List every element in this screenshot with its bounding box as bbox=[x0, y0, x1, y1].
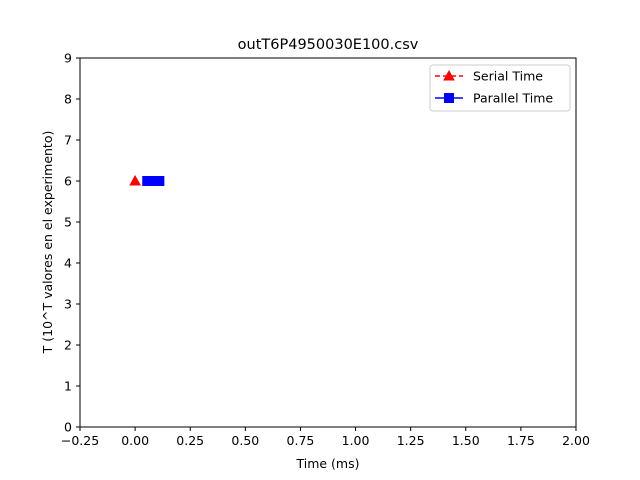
y-tick-label: 5 bbox=[64, 215, 72, 230]
legend-label: Serial Time bbox=[473, 69, 543, 84]
legend-marker bbox=[443, 69, 455, 81]
x-tick-label: 2.00 bbox=[562, 433, 590, 448]
y-tick-label: 8 bbox=[64, 92, 72, 107]
x-tick-label: 0.50 bbox=[231, 433, 259, 448]
x-tick-label: 1.50 bbox=[452, 433, 480, 448]
y-tick-label: 9 bbox=[64, 51, 72, 66]
plot-area bbox=[79, 57, 577, 428]
y-tick-label: 0 bbox=[64, 420, 72, 435]
y-tick-label: 6 bbox=[64, 174, 72, 189]
data-point bbox=[129, 174, 141, 186]
y-tick-label: 1 bbox=[64, 379, 72, 394]
legend-item: Parallel Time bbox=[435, 91, 553, 106]
legend: Serial Time Parallel Time bbox=[429, 64, 571, 112]
x-tick-label: 1.75 bbox=[507, 433, 535, 448]
legend-box bbox=[429, 64, 571, 112]
chart-title: outT6P4950030E100.csv bbox=[238, 37, 419, 53]
y-tick-label: 4 bbox=[64, 256, 72, 271]
x-tick-label: 1.25 bbox=[397, 433, 425, 448]
legend-marker bbox=[444, 93, 454, 103]
x-tick-label: 1.00 bbox=[342, 433, 370, 448]
y-tick-label: 2 bbox=[64, 338, 72, 353]
y-axis-label: T (10^T valores en el experimento) bbox=[40, 131, 55, 355]
x-tick-label: −0.25 bbox=[61, 433, 99, 448]
x-axis: −0.25 0.00 0.25 0.50 0.75 1.00 1.25 1.50 1.75 2.0… bbox=[61, 427, 590, 448]
y-tick-label: 3 bbox=[64, 297, 72, 312]
x-tick-label: 0.25 bbox=[176, 433, 204, 448]
series-layer bbox=[129, 174, 165, 186]
legend-item: Serial Time bbox=[435, 69, 543, 84]
series-1 bbox=[142, 176, 165, 186]
y-axis: 0 1 2 3 4 5 6 7 8 9 bbox=[64, 51, 80, 435]
x-axis-label: Time (ms) bbox=[295, 456, 359, 471]
y-tick-label: 7 bbox=[64, 133, 72, 148]
data-point bbox=[154, 176, 165, 186]
series-0 bbox=[129, 174, 141, 186]
legend-label: Parallel Time bbox=[473, 91, 553, 106]
x-tick-label: 0.00 bbox=[121, 433, 149, 448]
x-tick-label: 0.75 bbox=[287, 433, 315, 448]
